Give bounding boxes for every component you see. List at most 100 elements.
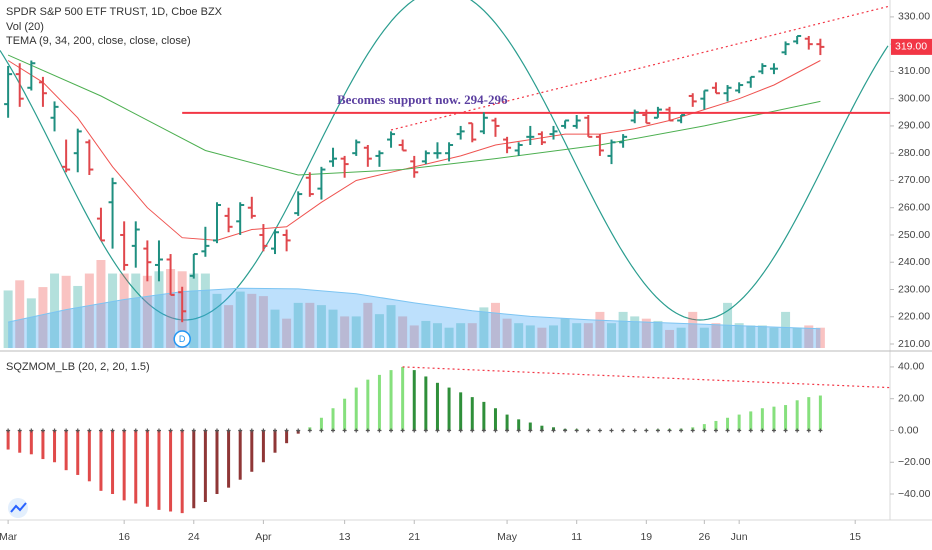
squeeze-dot [412,428,417,433]
volume-bar [560,318,570,348]
squeeze-dot [261,428,266,433]
squeeze-dot [493,428,498,433]
volume-bar [711,323,721,348]
squeeze-dot [516,428,521,433]
volume-bar [119,273,129,348]
x-tick-label: 11 [571,531,582,543]
tema-line [7,60,821,241]
volume-bar [3,290,13,348]
volume-bar [235,291,245,348]
volume-bar [548,325,558,348]
squeeze-dot [667,428,672,433]
squeeze-dot [806,428,811,433]
y-tick-label: 240.00 [898,256,930,268]
squeeze-dot [447,428,452,433]
squeeze-dot [632,428,637,433]
x-tick-label: 19 [640,531,652,543]
trendline [402,366,891,389]
squeeze-dot [40,428,45,433]
volume-bar [769,327,779,348]
cycle-drawing [0,0,889,321]
squeeze-dot [725,428,730,433]
last-price-label: 319.00 [895,41,927,53]
x-tick-label: Apr [255,531,272,543]
volume-bar [792,327,802,348]
squeeze-dot [818,428,823,433]
x-tick-label: 15 [849,531,861,543]
volume-bar [386,305,396,348]
volume-bar [73,285,83,348]
volume-bar [26,298,36,348]
squeeze-dot [377,428,382,433]
volume-bar [421,320,431,348]
squeeze-dot [586,428,591,433]
y-tick-label: 250.00 [898,229,930,241]
squeeze-dot [783,428,788,433]
volume-bar [804,325,814,348]
squeeze-dot [133,428,138,433]
volume-bar [142,275,152,348]
squeeze-dot [609,428,614,433]
squeeze-dot [621,428,626,433]
squeeze-dot [690,428,695,433]
squeeze-dot [389,428,394,433]
squeeze-dot [296,428,301,433]
volume-ma-area [8,288,821,348]
squeeze-dot [551,428,556,433]
squeeze-dot [64,428,69,433]
volume-bar [746,325,756,348]
volume-ma-line [7,287,821,330]
squeeze-dot [191,428,196,433]
x-tick-label: May [497,531,518,543]
squeeze-dot [702,428,707,433]
volume-bar [815,327,825,348]
event-label: D [179,334,186,344]
squeeze-dot [307,428,312,433]
volume-bar [15,280,25,348]
volume-bar [258,296,268,348]
squeeze-dot [6,428,11,433]
volume-bar [224,305,234,348]
volume-bar [641,318,651,348]
x-tick-label: 21 [408,531,420,543]
squeeze-dot [679,428,684,433]
squeeze-dot [110,428,115,433]
squeeze-dot [226,428,231,433]
volume-bar [409,325,419,348]
volume-bar [607,323,617,348]
legend-volume: Vol (20) [6,21,44,33]
volume-bar [688,311,698,348]
squeeze-dot [795,428,800,433]
volume-bar [653,320,663,348]
legend-momentum: SQZMOM_LB (20, 2, 20, 1.5) [6,361,150,373]
volume-bar [456,323,466,348]
squeeze-dot [319,428,324,433]
squeeze-dot [574,428,579,433]
squeeze-dot [644,428,649,433]
volume-bar [479,307,489,348]
volume-bar [781,311,791,348]
volume-bar [734,323,744,348]
volume-bar [293,302,303,348]
volume-bar [108,273,118,348]
volume-bar [282,318,292,348]
logo [8,498,28,518]
y-tick-label: 0.00 [898,424,919,436]
squeeze-dot [760,428,765,433]
volume-bar [200,273,210,348]
squeeze-dot [87,428,92,433]
volume-bar [665,329,675,348]
volume-bar [630,316,640,348]
squeeze-dot [655,428,660,433]
y-tick-label: 290.00 [898,120,930,132]
squeeze-dot [52,428,57,433]
y-tick-label: 210.00 [898,338,930,350]
squeeze-dot [771,428,776,433]
squeeze-dot [748,428,753,433]
squeeze-dot [539,428,544,433]
volume-bar [189,273,199,348]
squeeze-dot [203,428,208,433]
chart-title: SPDR S&P 500 ETF TRUST, 1D, Cboe BZX [6,6,223,18]
volume-bar [154,271,164,348]
